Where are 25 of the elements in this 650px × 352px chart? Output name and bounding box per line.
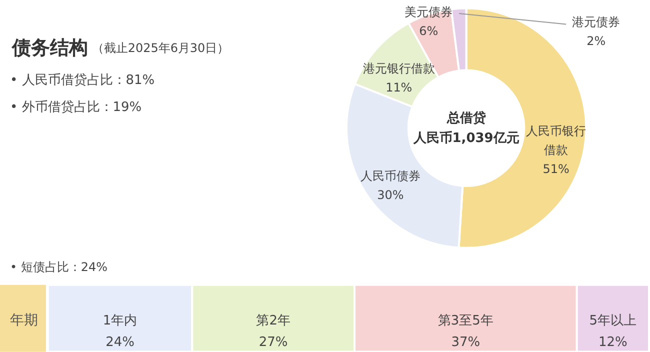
text: 债务结构 — [10, 37, 88, 60]
data-label: 51% — [542, 162, 570, 176]
data-label: 27% — [258, 335, 288, 350]
slice-label: 美元债券 — [404, 5, 453, 20]
series-label: 第3至5年 — [438, 313, 494, 328]
data-label: 30% — [377, 188, 404, 202]
data-label: 2% — [586, 34, 606, 48]
data-label: 37% — [451, 335, 480, 350]
data-label: 6% — [419, 24, 438, 38]
text: 人民币1,039亿元 — [412, 130, 520, 146]
text: 总借贷 — [446, 110, 486, 126]
data-label: 24% — [106, 335, 134, 350]
text: （截止2025年6月30日） — [92, 41, 230, 56]
data-label: 12% — [598, 335, 628, 350]
text: • 人民币借贷占比：81% — [10, 73, 155, 88]
y-tick-label: 年期 — [10, 312, 38, 328]
data-label: 11% — [386, 80, 412, 95]
slice-label: 港元银行借款 — [362, 62, 435, 76]
series-label: 5年以上 — [589, 313, 637, 328]
slice-label: 港元债券 — [572, 15, 620, 30]
text: • 外币借贷占比：19% — [10, 100, 142, 116]
slice-label: 人民币债券 — [360, 169, 420, 184]
series-label: 1年内 — [102, 313, 138, 328]
text: • 短债占比：24% — [10, 260, 108, 274]
series-label: 第2年 — [256, 313, 290, 328]
